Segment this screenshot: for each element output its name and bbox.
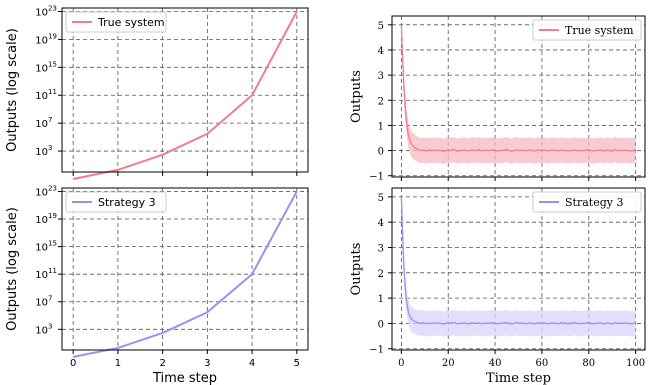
y-tick-label: 0 — [378, 319, 384, 330]
y-tick-base: 10 — [35, 91, 48, 102]
y-tick-label: 10 — [35, 270, 48, 281]
confidence-band — [401, 196, 636, 337]
y-tick-exponent: 19 — [48, 32, 57, 40]
x-tick-label: 0 — [70, 358, 76, 369]
y-tick-label: −1 — [369, 172, 384, 183]
y-tick-label: 10 — [35, 35, 48, 46]
y-tick-label: 10 — [35, 147, 48, 158]
plot-frame — [61, 187, 309, 351]
series-line — [400, 196, 636, 325]
y-tick-label: 2 — [378, 269, 384, 280]
plot-frame — [391, 187, 646, 351]
y-tick-base: 10 — [35, 63, 48, 74]
series-line — [400, 24, 636, 152]
y-tick-base: 10 — [35, 325, 48, 336]
plot-frame — [61, 7, 309, 173]
y-tick-base: 10 — [35, 187, 48, 198]
y-tick-label: 2 — [378, 96, 384, 107]
y-axis-label: Outputs (log scale) — [5, 28, 20, 152]
y-tick-label: 10 — [35, 325, 48, 336]
y-tick-label: 10 — [35, 7, 48, 18]
x-tick-label: 20 — [442, 358, 455, 369]
y-tick-label: 3 — [378, 243, 384, 254]
y-tick-label: 10 — [35, 243, 48, 254]
y-tick-label: 5 — [378, 193, 384, 204]
x-tick-label: 100 — [626, 358, 645, 369]
y-tick-label: 1 — [378, 121, 384, 132]
y-tick-label: 10 — [35, 63, 48, 74]
y-tick-label: 3 — [378, 71, 384, 82]
y-tick-label: 10 — [35, 215, 48, 226]
series-line — [72, 190, 298, 358]
y-tick-exponent: 15 — [48, 240, 57, 248]
y-tick-base: 10 — [35, 35, 48, 46]
confidence-band — [401, 24, 636, 164]
y-axis-label: Outputs — [349, 243, 364, 296]
y-tick-base: 10 — [35, 7, 48, 18]
y-tick-label: 0 — [378, 147, 384, 158]
y-tick-exponent: 7 — [48, 295, 52, 303]
y-tick-base: 10 — [35, 119, 48, 130]
y-tick-label: −1 — [369, 345, 384, 356]
legend-label: Strategy 3 — [565, 196, 623, 209]
x-tick-label: 80 — [582, 358, 595, 369]
y-tick-base: 10 — [35, 298, 48, 309]
legend-box — [65, 11, 167, 33]
x-tick-label: 2 — [159, 358, 165, 369]
y-tick-base: 10 — [35, 270, 48, 281]
y-tick-label: 4 — [378, 218, 384, 229]
x-axis-label: Time step — [152, 371, 217, 385]
y-tick-label: 10 — [35, 187, 48, 198]
y-tick-exponent: 19 — [48, 212, 57, 220]
x-axis-label: Time step — [486, 371, 551, 385]
legend-label: True system — [97, 16, 165, 29]
legend-label: True system — [565, 24, 634, 37]
y-tick-exponent: 11 — [48, 267, 57, 275]
y-tick-exponent: 23 — [48, 4, 57, 12]
x-tick-label: 3 — [204, 358, 210, 369]
chart-panel-bottom-right: 0 20 40 60 80 100 −1 0 1 2 3 4 5 Outputs Time step Stra… — [349, 187, 646, 385]
x-tick-label: 5 — [294, 358, 300, 369]
x-tick-label: 1 — [115, 358, 121, 369]
y-tick-label: 10 — [35, 298, 48, 309]
y-tick-label: 10 — [35, 119, 48, 130]
y-tick-exponent: 11 — [48, 88, 57, 96]
legend-label: Strategy 3 — [98, 196, 156, 209]
y-tick-base: 10 — [35, 147, 48, 158]
y-tick-label: 10 — [35, 91, 48, 102]
y-axis-label: Outputs — [349, 70, 364, 123]
y-tick-label: 4 — [378, 46, 384, 57]
legend-box — [532, 191, 642, 213]
y-tick-label: 5 — [378, 21, 384, 32]
y-tick-base: 10 — [35, 215, 48, 226]
y-tick-base: 10 — [35, 243, 48, 254]
x-tick-label: 60 — [536, 358, 549, 369]
x-tick-label: 0 — [398, 358, 404, 369]
y-tick-exponent: 3 — [48, 144, 52, 152]
y-tick-label: 1 — [378, 294, 384, 305]
y-tick-exponent: 23 — [48, 184, 57, 192]
series-line — [72, 11, 298, 180]
x-tick-label: 40 — [489, 358, 502, 369]
legend-box — [532, 19, 642, 41]
y-tick-exponent: 7 — [48, 116, 52, 124]
plot-frame — [391, 15, 646, 178]
x-tick-label: 4 — [249, 358, 255, 369]
y-axis-label: Outputs (log scale) — [5, 207, 20, 331]
chart-panel-top-right: −1 0 1 2 3 4 5 Outputs True system — [349, 15, 646, 183]
y-tick-exponent: 15 — [48, 60, 57, 68]
legend-box — [65, 191, 167, 213]
y-tick-exponent: 3 — [48, 322, 52, 330]
